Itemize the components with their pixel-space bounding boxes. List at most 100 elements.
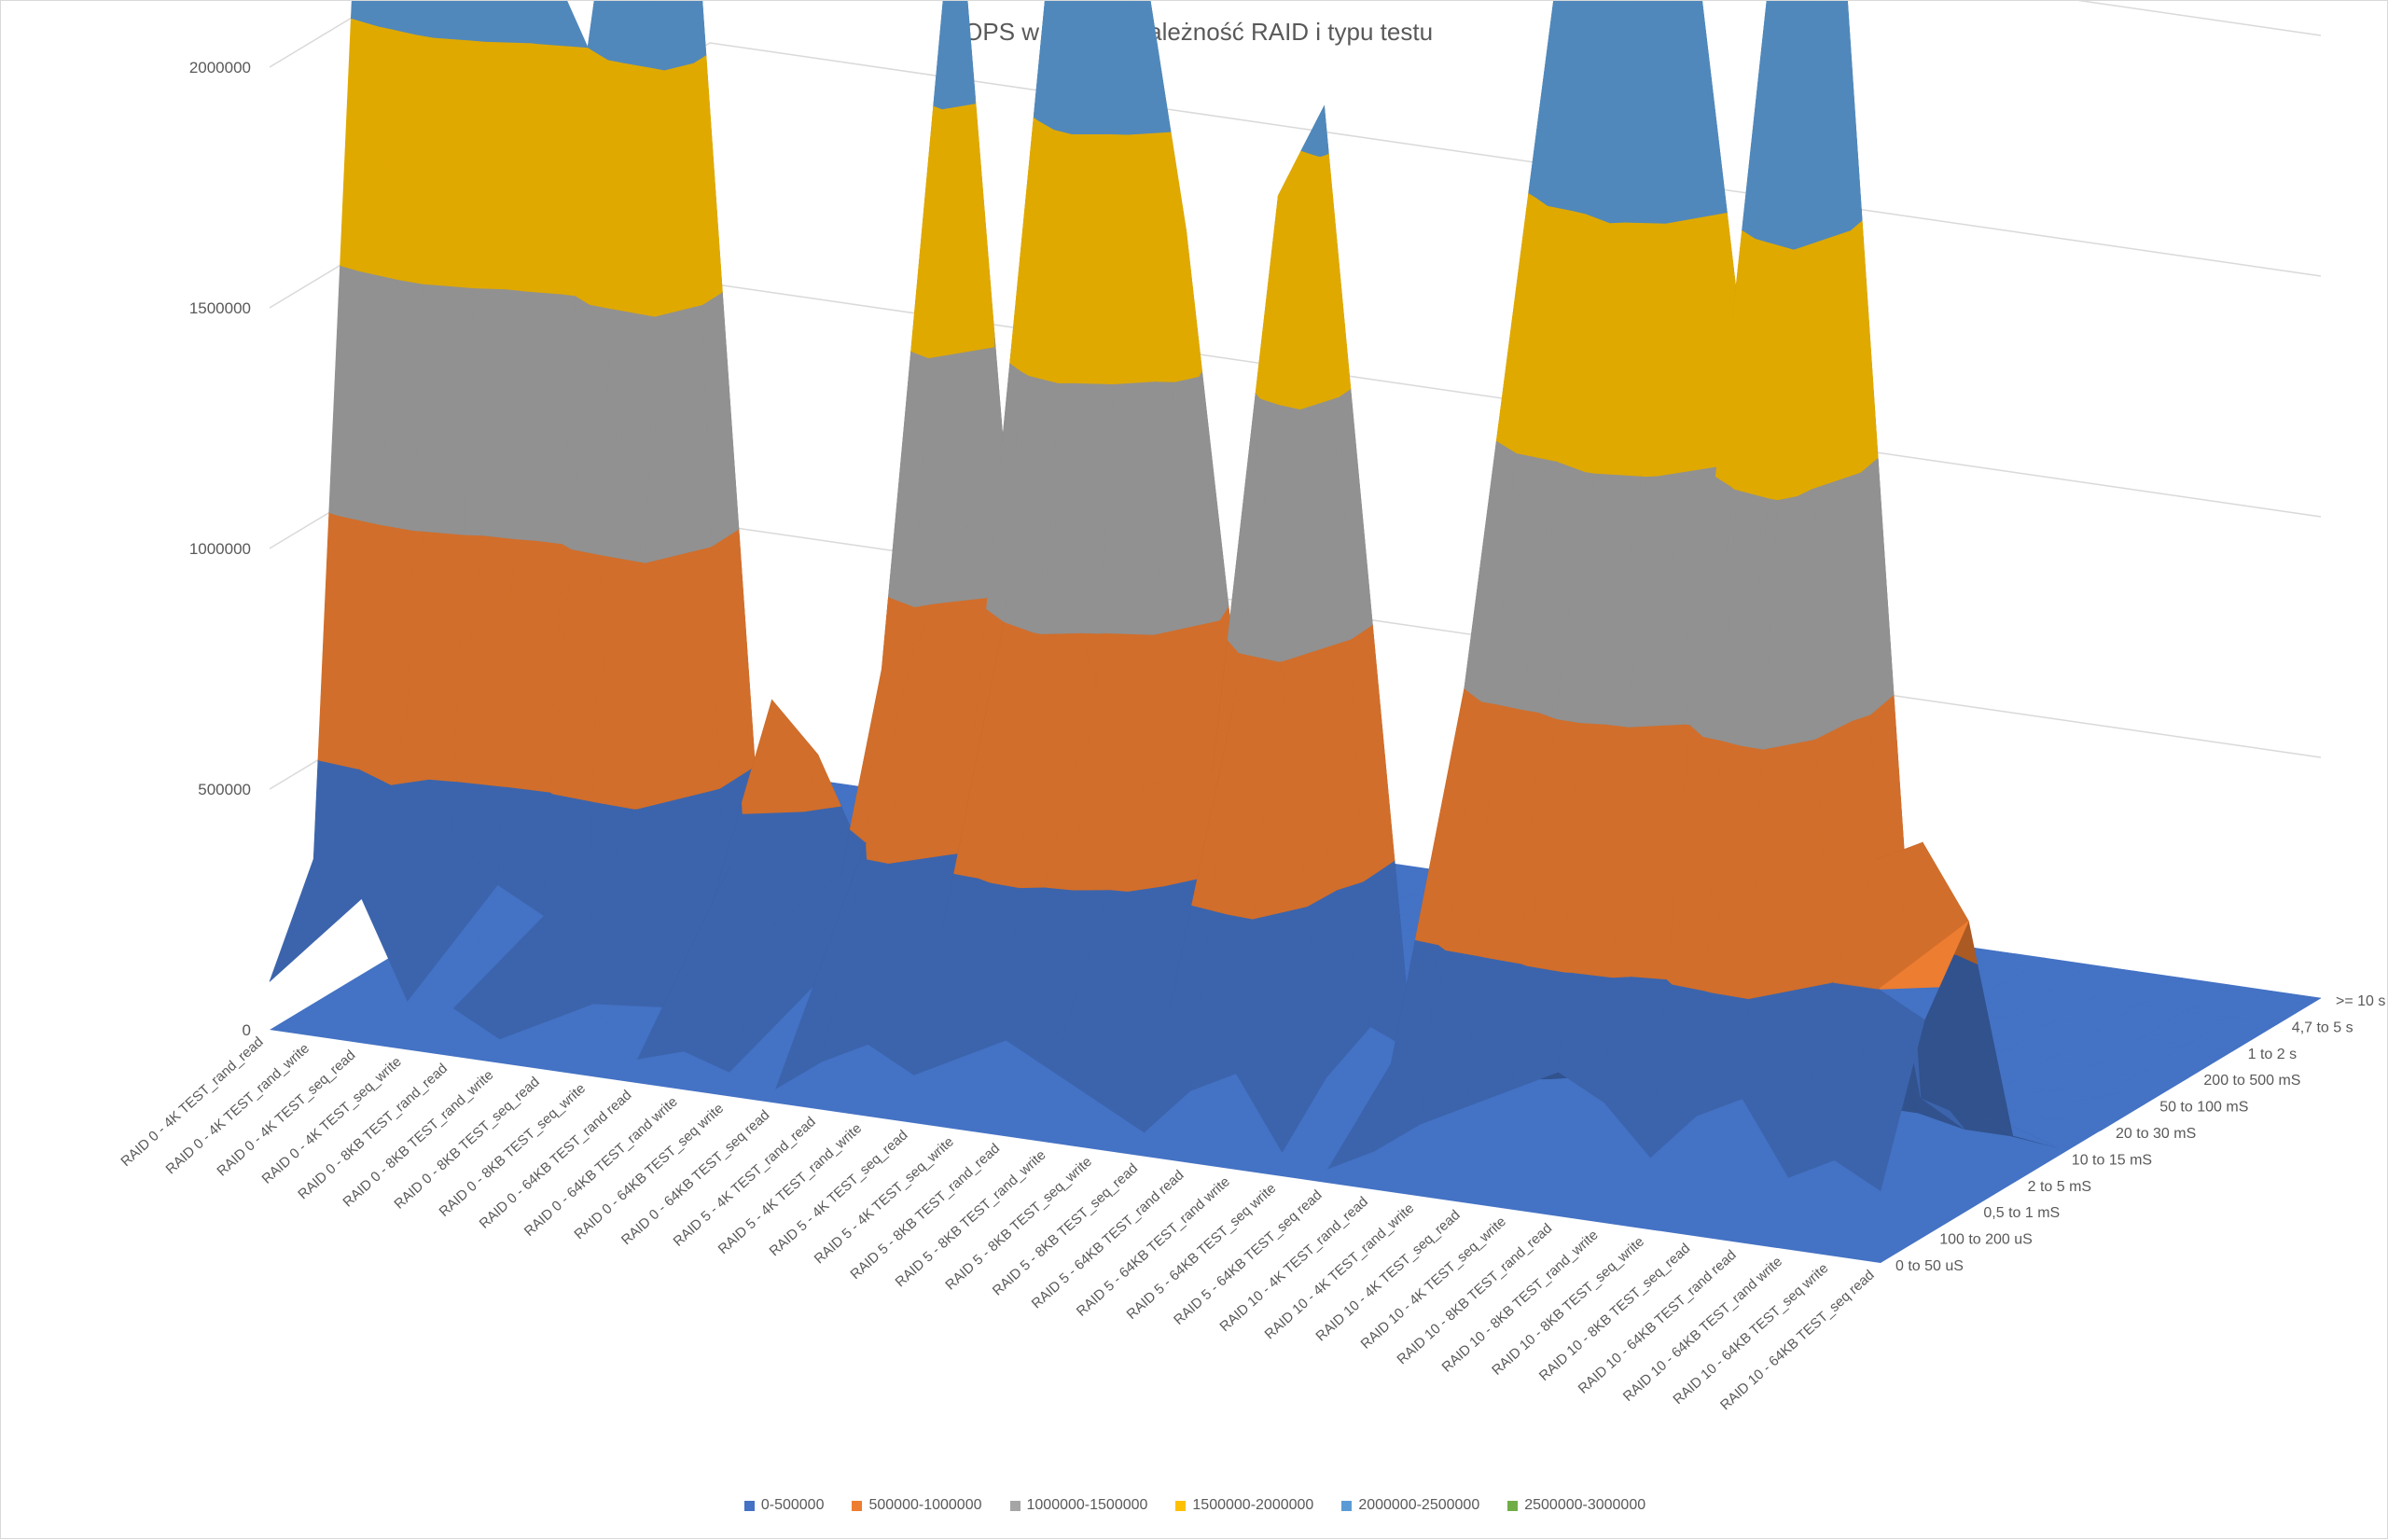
depth-tick-label: 2 to 5 mS (2028, 1179, 2091, 1195)
legend-item: 1500000-2000000 (1175, 1497, 1313, 1514)
legend-swatch (852, 1500, 863, 1511)
legend-label: 0-500000 (760, 1497, 825, 1513)
surface-facet (933, 1, 949, 110)
surface-facet (531, 1, 540, 45)
surface-facet (545, 809, 636, 1022)
surface-facet (269, 769, 360, 982)
surface-facet (1053, 1, 1080, 135)
depth-tick-label: >= 10 s (2336, 993, 2385, 1009)
surface-facet (775, 842, 867, 1089)
surface-facet (1536, 1, 1574, 207)
surface-facet (1071, 1, 1131, 134)
surface-facet (1044, 683, 1097, 891)
surface-facet (664, 1, 695, 71)
depth-tick-label: 50 to 100 mS (2159, 1100, 2248, 1116)
surface-facet (1316, 105, 1325, 158)
depth-tick-label: 20 to 30 mS (2116, 1126, 2196, 1142)
surface-facet (468, 1, 486, 42)
surface-facet (536, 1, 589, 49)
legend-label: 2000000-2500000 (1358, 1497, 1480, 1513)
depth-tick-label: 10 to 15 mS (2072, 1152, 2152, 1168)
surface-facet (619, 1, 656, 68)
surface-facet (1877, 921, 1969, 990)
depth-tick-label: 1 to 2 s (2248, 1047, 2297, 1062)
surface-facet (1742, 982, 1833, 1179)
surface-facet (390, 1, 421, 35)
surface-facet (1156, 229, 1187, 382)
surface-facet (607, 1, 623, 63)
depth-tick-label: 100 to 200 uS (1939, 1232, 2033, 1248)
surface-facet (637, 870, 729, 1060)
legend-swatch (1507, 1500, 1519, 1511)
surface-facet (1037, 1, 1068, 131)
surface-facet (1769, 350, 1787, 501)
surface-facet (452, 916, 545, 1040)
surface-facet (645, 304, 712, 563)
surface-facet (407, 885, 498, 1009)
surface-facet (867, 657, 912, 864)
surface (269, 1, 2322, 1192)
surface-facet (1683, 673, 1695, 726)
surface-facet (1665, 1, 1728, 224)
surface-facet (1414, 688, 1465, 946)
surface-facet (1742, 1, 1773, 240)
legend-item: 1000000-1500000 (1009, 1497, 1148, 1514)
surface-facet (1733, 439, 1742, 491)
surface-facet (741, 700, 772, 814)
surface-facet (1032, 532, 1050, 634)
surface-facet (382, 728, 407, 785)
surface-facet (1033, 1, 1047, 121)
z-tick-label: 1000000 (189, 540, 251, 558)
surface-facet (416, 1, 436, 38)
surface-facet (941, 1, 976, 110)
depth-tick-label: 4,7 to 5 s (2292, 1020, 2353, 1035)
surface-facet (1624, 1, 1686, 224)
legend-label: 1000000-1500000 (1026, 1497, 1148, 1513)
depth-tick-label: 0,5 to 1 mS (1983, 1205, 2060, 1221)
surface-facet (432, 1, 473, 41)
surface-facet (1793, 1, 1852, 250)
surface-facet (1108, 785, 1143, 892)
legend-item: 0-500000 (743, 1497, 825, 1514)
legend-label: 1500000-2000000 (1192, 1497, 1314, 1513)
surface-facet (691, 1, 707, 63)
surface-facet (683, 925, 774, 1074)
surface-facet (483, 1, 536, 44)
z-tick-label: 0 (243, 1021, 251, 1039)
surface-facet (635, 546, 720, 810)
z-tick-label: 2000000 (189, 59, 251, 76)
surface-facet (361, 829, 452, 1003)
legend-label: 2500000-3000000 (1524, 1497, 1646, 1513)
surface-facet (1586, 1, 1627, 224)
surface-facet (1834, 1020, 1925, 1192)
surface-facet (350, 1, 382, 27)
surface-facet (1766, 1, 1812, 250)
surface-facet (953, 621, 1005, 879)
depth-tick-label: 200 to 500 mS (2203, 1073, 2300, 1089)
surface-facet (771, 754, 819, 813)
depth-axis-labels: 0 to 50 uS 100 to 200 uS 0,5 to 1 mS 2 to 5… (1895, 993, 2385, 1274)
surface-facet (1191, 703, 1235, 910)
surface-facet (1547, 1, 1587, 212)
z-tick-label: 500000 (198, 781, 251, 798)
surface-facet (378, 1, 393, 30)
legend-item: 500000-1000000 (852, 1497, 982, 1514)
legend-item: 2500000-3000000 (1507, 1497, 1645, 1514)
legend-swatch (1341, 1500, 1353, 1511)
depth-tick-label: 0 to 50 uS (1895, 1258, 1964, 1274)
z-tick-label: 1500000 (189, 299, 251, 317)
surface-facet (499, 850, 590, 1040)
surface-facet (1480, 502, 1511, 705)
surface-facet (561, 47, 589, 297)
surface-facet (587, 1, 613, 61)
legend-item: 2000000-2500000 (1341, 1497, 1479, 1514)
surface-facet (1641, 426, 1649, 478)
surface-facet (1109, 1, 1137, 135)
surface-facet (1255, 195, 1279, 400)
legend-label: 500000-1000000 (868, 1497, 982, 1513)
legend-swatch (1175, 1500, 1187, 1511)
surface-facet (1787, 989, 1880, 1178)
